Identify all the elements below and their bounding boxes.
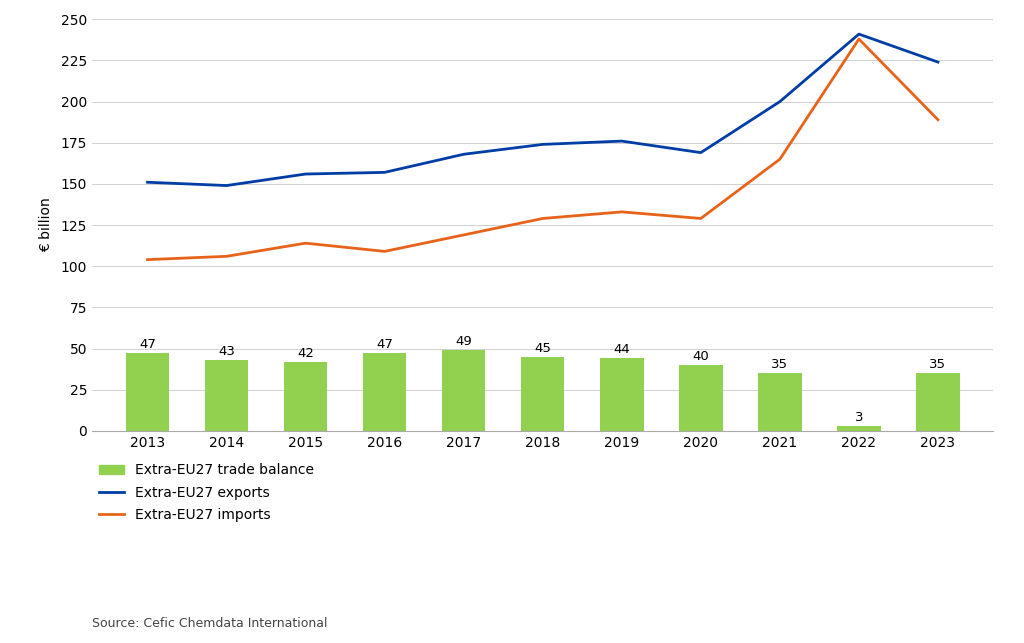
Text: 45: 45: [535, 342, 551, 355]
Text: 42: 42: [297, 347, 314, 359]
Text: 35: 35: [771, 358, 788, 371]
Text: 47: 47: [376, 338, 393, 352]
Text: 3: 3: [855, 411, 863, 424]
Text: 44: 44: [613, 343, 630, 356]
Bar: [205, 360, 248, 431]
Bar: [916, 373, 959, 431]
Bar: [600, 358, 643, 431]
Bar: [521, 357, 564, 431]
Text: Source: Cefic Chemdata International: Source: Cefic Chemdata International: [92, 617, 328, 630]
Text: 35: 35: [930, 358, 946, 371]
Bar: [838, 426, 881, 431]
Text: 49: 49: [456, 335, 472, 348]
Text: 40: 40: [692, 350, 710, 363]
Y-axis label: € billion: € billion: [39, 197, 52, 253]
Text: 43: 43: [218, 345, 234, 358]
Bar: [442, 350, 485, 431]
Bar: [284, 361, 328, 431]
Bar: [362, 354, 407, 431]
Bar: [758, 373, 802, 431]
Bar: [126, 354, 169, 431]
Text: 47: 47: [139, 338, 156, 352]
Legend: Extra-EU27 trade balance, Extra-EU27 exports, Extra-EU27 imports: Extra-EU27 trade balance, Extra-EU27 exp…: [99, 464, 314, 522]
Bar: [679, 365, 723, 431]
